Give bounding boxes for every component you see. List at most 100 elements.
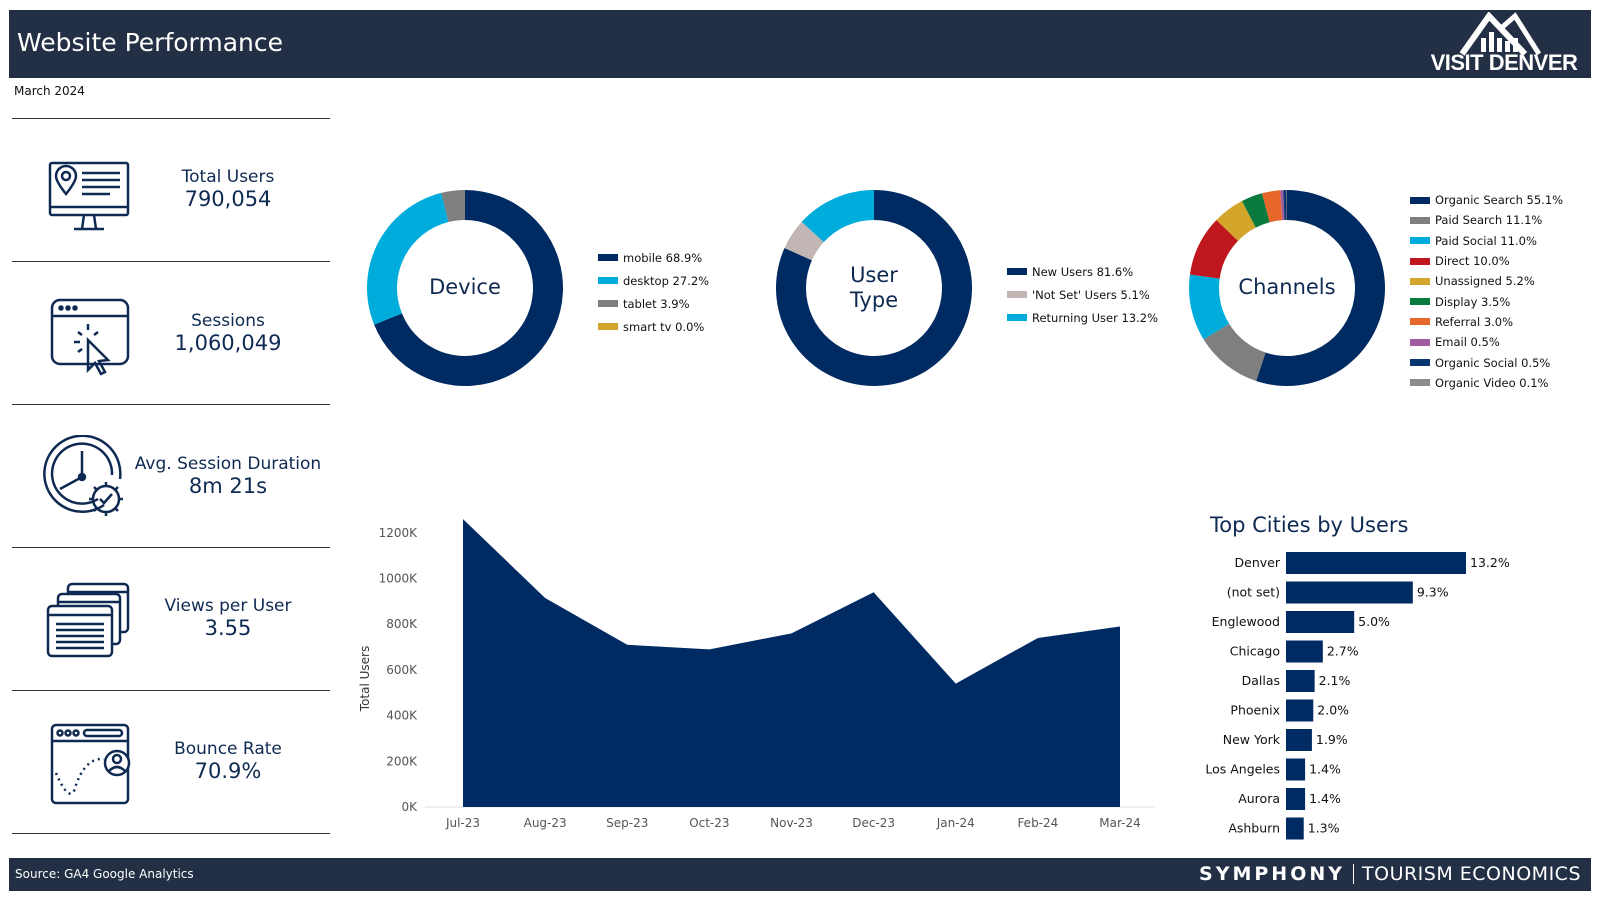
divider — [12, 690, 330, 691]
kpi-views-per-user: Views per User 3.55 — [12, 548, 330, 691]
city-value-label: 2.7% — [1327, 644, 1359, 659]
donut-slice-tablet — [441, 190, 465, 223]
city-label: Dallas — [1242, 673, 1280, 688]
city-value-label: 1.3% — [1308, 821, 1340, 836]
legend-item: New Users 81.6% — [1007, 260, 1158, 283]
city-label: Denver — [1235, 555, 1281, 570]
footer-bar: Source: GA4 Google Analytics SYMPHONY TO… — [9, 858, 1591, 891]
browser-user-bounce-icon — [50, 723, 131, 805]
kpi-label: Sessions — [191, 311, 265, 331]
city-bar — [1286, 552, 1466, 574]
legend-swatch — [598, 254, 618, 261]
legend-swatch — [1410, 237, 1430, 245]
donut-chart-device — [367, 190, 563, 386]
donut-chart-user-type — [776, 190, 972, 386]
legend-item: Organic Social 0.5% — [1410, 352, 1563, 372]
city-bar — [1286, 758, 1306, 781]
legend-label: 'Not Set' Users 5.1% — [1032, 287, 1150, 302]
x-tick-label: Feb-24 — [1017, 816, 1058, 830]
x-tick-label: Dec-23 — [852, 816, 895, 830]
divider — [12, 118, 330, 119]
legend-label: Direct 10.0% — [1435, 254, 1510, 269]
donut-title-line: User — [850, 263, 898, 287]
kpi-value: 1,060,049 — [174, 331, 282, 355]
legend-swatch — [1410, 196, 1430, 204]
city-bar — [1286, 611, 1355, 633]
city-label: Englewood — [1212, 614, 1280, 629]
legend-swatch — [1007, 291, 1027, 298]
legend-swatch — [598, 300, 618, 307]
legend-item: tablet 3.9% — [598, 292, 709, 315]
donut-slice-new-users — [776, 190, 972, 386]
source-note: Source: GA4 Google Analytics — [15, 867, 194, 881]
kpi-total-users: Total Users 790,054 — [12, 119, 330, 262]
legend-channels: Organic Search 55.1% Paid Search 11.1% Pai… — [1410, 190, 1563, 393]
brand-divider — [1353, 864, 1355, 884]
donut-slice-organic-video — [1286, 190, 1287, 221]
x-tick-label: Jan-24 — [936, 816, 975, 830]
donut-title-channels: Channels — [1238, 275, 1336, 299]
legend-item: Email 0.5% — [1410, 332, 1563, 352]
kpi-label: Bounce Rate — [174, 739, 282, 759]
kpi-value: 790,054 — [184, 187, 272, 211]
legend-label: Returning User 13.2% — [1032, 310, 1159, 325]
legend-item: Paid Social 11.0% — [1410, 231, 1563, 251]
legend-label: New Users 81.6% — [1032, 264, 1134, 279]
y-tick-label: 200K — [386, 754, 418, 768]
logo-text: VISIT DENVER — [1430, 50, 1578, 75]
city-label: New York — [1223, 732, 1281, 747]
legend-item: Direct 10.0% — [1410, 251, 1563, 271]
y-axis-label: Total Users — [358, 646, 372, 712]
browser-click-icon — [50, 298, 130, 376]
legend-label: Organic Social 0.5% — [1435, 355, 1551, 370]
donut-slice-direct — [1189, 220, 1239, 279]
legend-swatch — [598, 323, 618, 330]
x-tick-label: Aug-23 — [524, 816, 567, 830]
city-value-label: 5.0% — [1358, 614, 1390, 629]
legend-item: Returning User 13.2% — [1007, 306, 1158, 329]
legend-swatch — [1007, 314, 1027, 321]
city-bar — [1286, 817, 1304, 840]
city-value-label: 2.1% — [1319, 673, 1351, 688]
legend-label: Organic Video 0.1% — [1435, 375, 1549, 390]
donut-slice-unassigned — [1216, 200, 1256, 241]
kpi-sessions: Sessions 1,060,049 — [12, 262, 330, 405]
donut-slice-mobile — [374, 190, 563, 386]
city-value-label: 1.4% — [1309, 762, 1341, 777]
y-tick-label: 0K — [401, 800, 418, 814]
legend-swatch — [1410, 277, 1430, 285]
bar-chart-top-cities: Denver 13.2% (not set) 9.3% Englewood 5.0% Chi… — [1205, 552, 1510, 840]
legend-item: Organic Video 0.1% — [1410, 373, 1563, 393]
city-label: Aurora — [1238, 791, 1280, 806]
city-bar — [1286, 640, 1323, 663]
kpi-value: 70.9% — [194, 759, 262, 783]
area-chart-total-users: 0K 200K 400K 600K 800K 1000K 1200K Jul-23 Aug-23… — [358, 519, 1155, 830]
legend-label: Display 3.5% — [1435, 294, 1511, 309]
header-bar: Website Performance VISIT DENVER — [9, 10, 1591, 78]
divider — [12, 404, 330, 405]
y-tick-label: 400K — [386, 709, 418, 723]
stacked-windows-icon — [46, 582, 130, 658]
legend-label: Email 0.5% — [1435, 335, 1500, 350]
city-bar — [1286, 670, 1315, 692]
legend-swatch — [1007, 268, 1027, 275]
city-label: Los Angeles — [1205, 762, 1280, 777]
donut-slice-organic-search — [1256, 190, 1385, 386]
kpi-label: Total Users — [181, 167, 275, 187]
donut-slice-email — [1280, 190, 1285, 221]
kpi-bounce-rate: Bounce Rate 70.9% — [12, 691, 330, 834]
city-value-label: 1.4% — [1309, 791, 1341, 806]
legend-swatch — [1410, 318, 1430, 326]
city-value-label: 13.2% — [1470, 555, 1510, 570]
legend-label: mobile 68.9% — [623, 250, 703, 265]
footer-brand: SYMPHONY TOURISM ECONOMICS — [1199, 863, 1581, 885]
divider — [12, 547, 330, 548]
legend-label: Paid Search 11.1% — [1435, 213, 1543, 228]
donut-slice-returning-user — [801, 190, 874, 243]
x-tick-label: Nov-23 — [770, 816, 813, 830]
legend-item: Referral 3.0% — [1410, 312, 1563, 332]
kpi-label: Views per User — [164, 596, 292, 616]
legend-item: Display 3.5% — [1410, 291, 1563, 311]
kpi-value: 8m 21s — [188, 474, 268, 498]
donut-slice-desktop — [367, 192, 449, 325]
